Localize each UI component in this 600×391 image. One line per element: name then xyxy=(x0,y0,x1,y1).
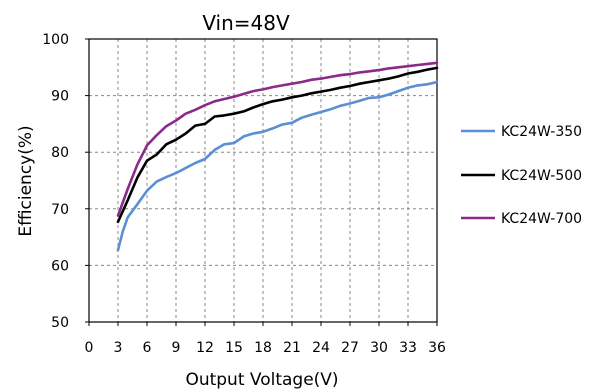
x-axis-label: Output Voltage(V) xyxy=(185,370,338,390)
series-line-3 xyxy=(116,61,439,217)
x-tick-label: 36 xyxy=(428,340,446,356)
legend-label-1: KC24W-350 xyxy=(501,124,582,140)
x-tick-label: 24 xyxy=(312,340,330,356)
series-line-2 xyxy=(116,66,439,224)
grid xyxy=(89,39,437,322)
x-tick-label: 33 xyxy=(399,340,417,356)
x-tick-label: 3 xyxy=(114,340,123,356)
x-tick-label: 15 xyxy=(225,340,243,356)
y-tick-label: 80 xyxy=(51,145,69,161)
x-tick-label: 18 xyxy=(254,340,272,356)
x-tick-label: 30 xyxy=(370,340,388,356)
y-tick-label: 50 xyxy=(51,315,69,331)
y-tick-label: 90 xyxy=(51,89,69,105)
x-tick-label: 12 xyxy=(196,340,214,356)
y-axis-label: Efficiency(%) xyxy=(16,125,36,236)
x-tick-label: 9 xyxy=(172,340,181,356)
x-tick-label: 6 xyxy=(143,340,152,356)
x-tick-label: 27 xyxy=(341,340,359,356)
y-tick-label: 60 xyxy=(51,258,69,274)
series-line-1 xyxy=(116,80,439,252)
x-tick-label: 0 xyxy=(85,340,94,356)
legend-label-2: KC24W-500 xyxy=(501,168,582,184)
chart-title: Vin=48V xyxy=(202,11,290,35)
y-tick-label: 70 xyxy=(51,202,69,218)
y-tick-label: 100 xyxy=(42,32,69,48)
series-group xyxy=(116,61,439,252)
legend: KC24W-350 KC24W-500 KC24W-700 xyxy=(461,124,582,227)
x-tick-label: 21 xyxy=(283,340,301,356)
legend-label-3: KC24W-700 xyxy=(501,211,582,227)
